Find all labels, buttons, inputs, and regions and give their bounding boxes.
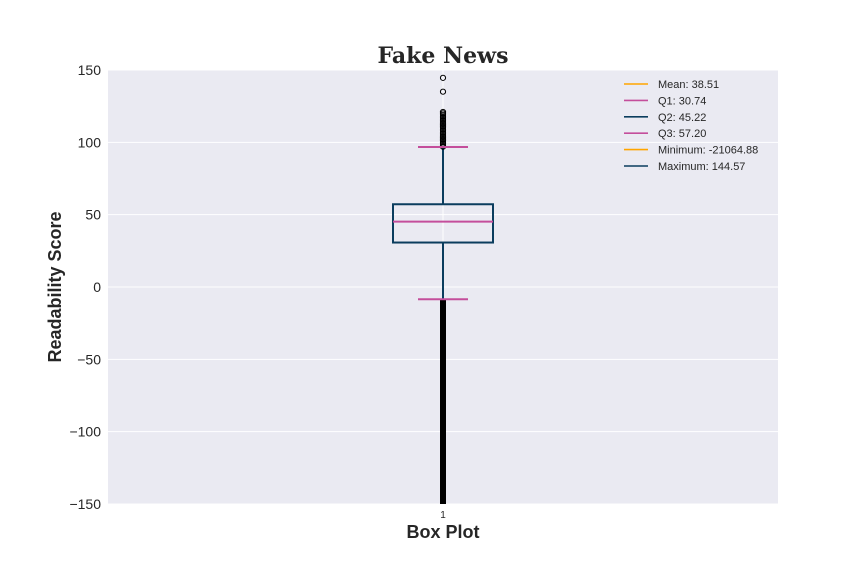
- box-iqr: [392, 203, 494, 244]
- legend-entry: Minimum: -21064.88: [658, 145, 758, 157]
- x-axis-label: Box Plot: [406, 522, 479, 542]
- y-tick-label: 0: [93, 279, 101, 295]
- chart-title: Fake News: [377, 43, 508, 69]
- outliers-low: [440, 299, 446, 504]
- y-axis-label: Readability Score: [45, 211, 65, 362]
- legend-entry: Q1: 30.74: [658, 95, 706, 107]
- y-axis-ticks: 150 100 50 0 −50 −100 −150: [69, 62, 101, 512]
- outlier-point: [439, 74, 447, 81]
- y-tick-label: 150: [78, 62, 102, 78]
- legend-entry: Q3: 57.20: [658, 128, 706, 140]
- y-tick-label: −50: [77, 351, 101, 367]
- y-tick-label: 50: [85, 207, 101, 223]
- legend-entry: Q2: 45.22: [658, 112, 706, 124]
- x-tick-label: 1: [440, 510, 446, 521]
- outlier-point: [439, 108, 447, 116]
- legend-entry: Mean: 38.51: [658, 79, 719, 91]
- legend-entry: Maximum: 144.57: [658, 161, 745, 173]
- outlier-point: [439, 88, 447, 95]
- y-tick-label: 100: [78, 134, 102, 150]
- y-tick-label: −150: [69, 496, 101, 512]
- y-tick-label: −100: [69, 424, 101, 440]
- box-plot: [392, 74, 494, 504]
- legend: Mean: 38.51 Q1: 30.74 Q2: 45.22 Q3: 57.20 Mi…: [624, 79, 758, 173]
